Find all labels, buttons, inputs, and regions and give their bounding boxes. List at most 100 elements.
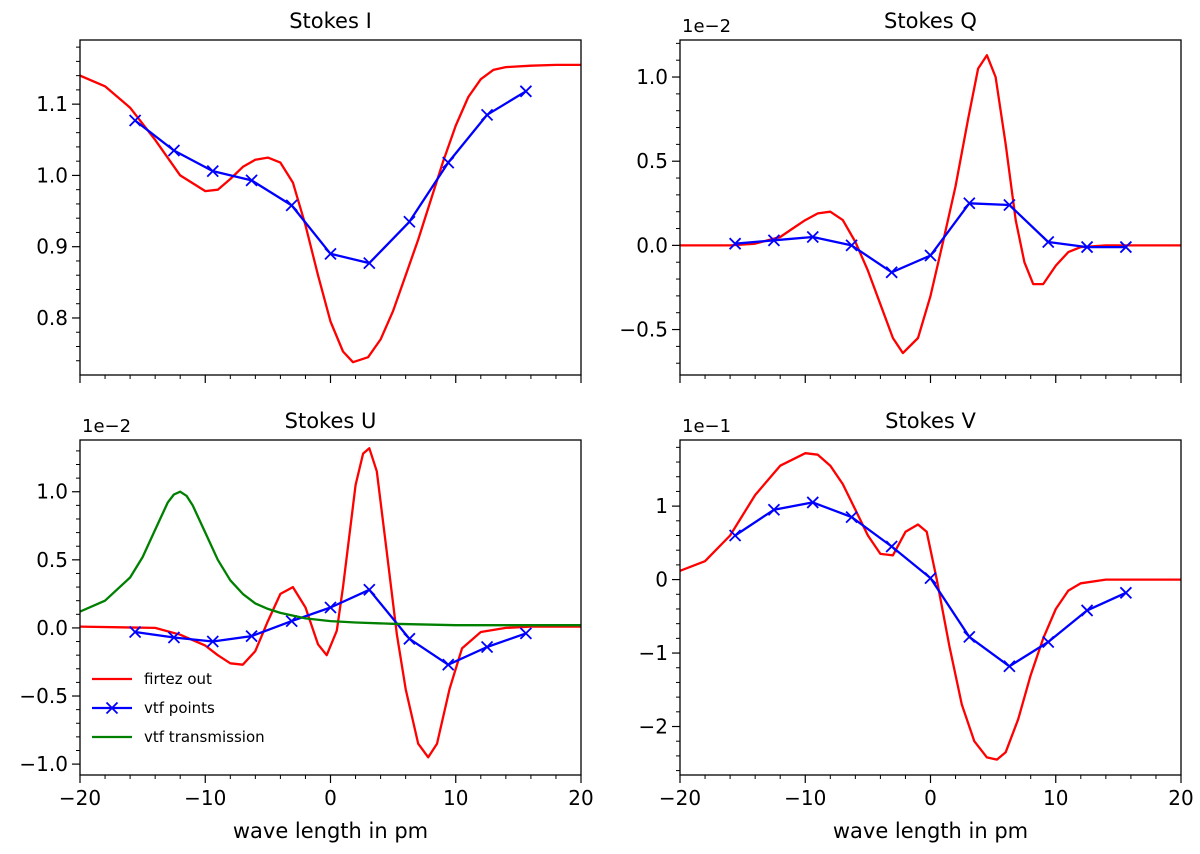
data-point-x-marker xyxy=(767,503,781,516)
series-line-vtf-points xyxy=(134,90,527,265)
data-point-x-marker xyxy=(285,614,298,628)
legend-entry-label: vtf points xyxy=(144,699,215,717)
data-point-x-marker xyxy=(403,632,416,645)
data-point-x-marker xyxy=(442,658,455,671)
data-point-x-marker xyxy=(963,197,976,210)
data-point-x-marker xyxy=(480,108,494,121)
data-point-x-marker xyxy=(963,630,976,644)
x-tick-label: 10 xyxy=(443,786,468,810)
series-line-firtez-out xyxy=(80,63,581,364)
data-point-x-marker xyxy=(206,165,219,178)
offset-text: 1e−2 xyxy=(82,416,131,437)
data-point-x-marker xyxy=(1042,635,1055,649)
data-point-x-marker xyxy=(806,230,819,244)
axes-frame xyxy=(79,439,582,776)
data-point-x-marker xyxy=(1042,235,1055,249)
x-tick-label: −10 xyxy=(784,786,826,810)
data-point-x-marker xyxy=(245,629,258,643)
x-tick-label: −10 xyxy=(184,786,226,810)
legend-marker xyxy=(105,701,119,715)
y-tick-label: 0.9 xyxy=(36,235,68,259)
legend: firtez out vtf points vtf transmission xyxy=(92,670,265,746)
data-point-x-marker xyxy=(924,571,937,585)
y-tick-label: −1 xyxy=(639,641,668,665)
data-point-x-marker xyxy=(519,85,533,98)
axes-frame xyxy=(679,39,1182,376)
offset-text: 1e−2 xyxy=(682,16,731,37)
offset-text: 1e−1 xyxy=(682,416,731,437)
data-point-x-marker xyxy=(245,174,258,187)
panel-title: Stokes V xyxy=(885,409,976,433)
x-tick-label: −20 xyxy=(59,786,101,810)
data-point-x-marker xyxy=(363,256,376,270)
data-point-x-marker xyxy=(728,237,742,250)
y-tick-label: 0.0 xyxy=(36,616,68,640)
x-axis-label: wave length in pm xyxy=(233,819,428,843)
x-tick-label: 20 xyxy=(568,786,593,810)
y-tick-label: 1.0 xyxy=(36,163,68,187)
x-axis-label: wave length in pm xyxy=(833,819,1028,843)
series-line-firtez-out xyxy=(680,452,1181,761)
data-point-x-marker xyxy=(285,199,298,212)
panel-title: Stokes Q xyxy=(884,9,977,33)
data-point-x-marker xyxy=(885,540,898,553)
data-point-x-marker xyxy=(363,583,376,596)
series-line-firtez-out xyxy=(680,54,1181,355)
data-point-x-marker xyxy=(1003,660,1016,673)
panel-title: Stokes U xyxy=(285,409,377,433)
data-point-x-marker xyxy=(403,215,416,228)
panel-1: 0.8 0.9 1.0 1.1 Stokes I xyxy=(36,9,582,383)
series-line-vtf-transmission xyxy=(80,490,581,627)
y-tick-label: 0.5 xyxy=(636,149,668,173)
data-point-x-marker xyxy=(728,529,742,542)
panel-3: −1.0 −0.5 0.0 0.5 1.0 −20 −10 0 10 20 Stokes U 1e−2… xyxy=(19,409,593,843)
series-line-vtf-points xyxy=(734,501,1127,668)
y-tick-label: 0.5 xyxy=(36,548,68,572)
y-tick-label: −2 xyxy=(639,715,668,739)
data-point-x-marker xyxy=(1119,586,1133,599)
data-point-x-marker xyxy=(128,625,142,639)
x-tick-label: 20 xyxy=(1168,786,1193,810)
data-point-x-marker xyxy=(324,601,337,614)
panel-title: Stokes I xyxy=(289,9,372,33)
data-point-x-marker xyxy=(128,114,142,127)
series-line-firtez-out xyxy=(80,447,581,759)
y-tick-label: 0.8 xyxy=(36,306,68,330)
data-point-x-marker xyxy=(924,249,937,262)
x-tick-label: 0 xyxy=(924,786,937,810)
y-tick-label: −0.5 xyxy=(619,318,668,342)
x-tick-label: 0 xyxy=(324,786,337,810)
x-tick-label: −20 xyxy=(659,786,701,810)
data-point-x-marker xyxy=(442,156,455,169)
data-point-x-marker xyxy=(1003,198,1016,212)
data-point-x-marker xyxy=(519,627,533,640)
panel-2: −0.5 0.0 0.5 1.0 Stokes Q 1e−2 xyxy=(619,9,1182,383)
legend-entry-label: firtez out xyxy=(144,670,212,688)
data-point-x-marker xyxy=(767,234,781,247)
data-point-x-marker xyxy=(1080,604,1094,617)
data-point-x-marker xyxy=(806,496,819,509)
y-tick-label: 0.0 xyxy=(636,233,668,257)
data-point-x-marker xyxy=(167,144,181,157)
data-point-x-marker xyxy=(206,635,219,648)
y-tick-label: −0.5 xyxy=(19,684,68,708)
data-point-x-marker xyxy=(324,247,337,260)
data-point-x-marker xyxy=(885,266,898,279)
y-tick-label: 1.0 xyxy=(36,480,68,504)
y-tick-label: 1.0 xyxy=(636,65,668,89)
axes-frame xyxy=(679,439,1182,776)
series-line-vtf-points xyxy=(134,588,527,666)
data-point-x-marker xyxy=(1080,240,1094,254)
axes-frame xyxy=(79,39,582,376)
data-point-x-marker xyxy=(167,631,181,644)
x-tick-label: 10 xyxy=(1043,786,1068,810)
y-tick-label: 1 xyxy=(655,494,668,518)
data-point-x-marker xyxy=(480,640,494,654)
data-point-x-marker xyxy=(1119,240,1133,254)
y-tick-label: 0 xyxy=(655,568,668,592)
y-tick-label: 1.1 xyxy=(36,92,68,116)
data-point-x-marker xyxy=(845,511,858,524)
series-line-vtf-points xyxy=(734,202,1126,274)
